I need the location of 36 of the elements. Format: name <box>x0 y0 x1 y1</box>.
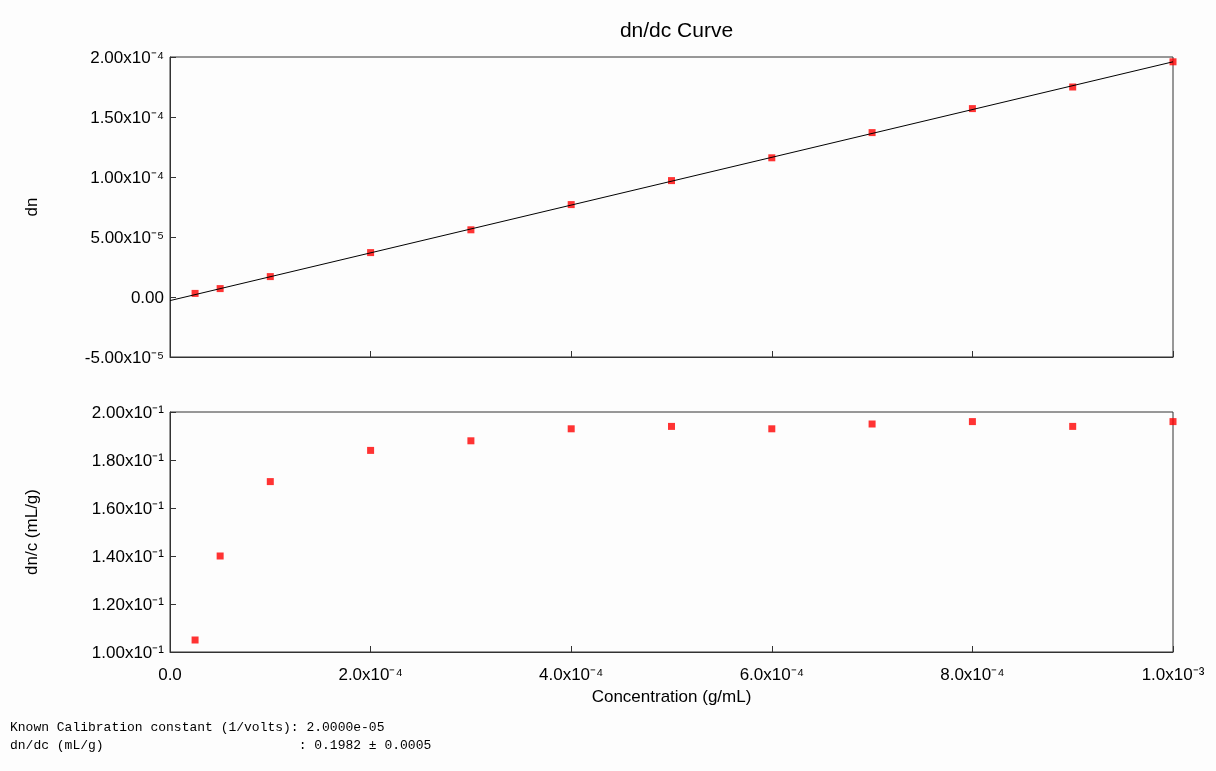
text: Known Calibration constant (1/volts): 2.0000e-05 <box>10 720 385 735</box>
point <box>216 552 224 560</box>
x-tick-label: 4.0x10⁻⁴ <box>539 665 604 684</box>
y-tick-label: 2.00x10⁻¹ <box>91 402 165 422</box>
x-tick-label: 1.0x10⁻³ <box>1141 665 1205 684</box>
point <box>367 446 375 454</box>
x-tick-label: 2.0x10⁻⁴ <box>338 665 403 684</box>
y-tick-label: 0.00 <box>130 287 164 307</box>
y-tick-label: 1.20x10⁻¹ <box>91 594 165 614</box>
point <box>1169 418 1177 426</box>
y-tick-label: -5.00x10⁻⁵ <box>84 347 164 367</box>
y-tick-label: 1.80x10⁻¹ <box>91 450 165 470</box>
point <box>1069 422 1077 430</box>
y-tick-label: 1.40x10⁻¹ <box>91 546 165 566</box>
y-axis-title: dn <box>22 197 41 217</box>
text: dn/dc (mL/g) : 0.1982 ± 0.0005 <box>10 738 432 753</box>
point <box>191 636 199 644</box>
y-tick-label: 2.00x10⁻⁴ <box>90 47 164 67</box>
point <box>266 478 274 486</box>
y-tick-label: 1.50x10⁻⁴ <box>90 107 164 127</box>
y-tick-label: 1.00x10⁻¹ <box>91 642 165 662</box>
x-axis-title: Concentration (g/mL) <box>591 687 752 706</box>
point <box>768 425 776 433</box>
y-tick-label: 5.00x10⁻⁵ <box>90 227 164 247</box>
point <box>968 418 976 426</box>
point <box>567 425 575 433</box>
point <box>668 422 675 430</box>
x-tick-label: 0.0 <box>158 665 182 684</box>
y-tick-label: 1.00x10⁻⁴ <box>90 167 164 187</box>
point <box>868 420 876 428</box>
point <box>467 437 475 445</box>
x-tick-label: 6.0x10⁻⁴ <box>739 665 804 684</box>
x-tick-label: 8.0x10⁻⁴ <box>940 665 1005 684</box>
y-axis-title: dn/c (mL/g) <box>22 489 41 575</box>
y-tick-label: 1.60x10⁻¹ <box>91 498 165 518</box>
chart-title: dn/dc Curve <box>619 18 734 41</box>
